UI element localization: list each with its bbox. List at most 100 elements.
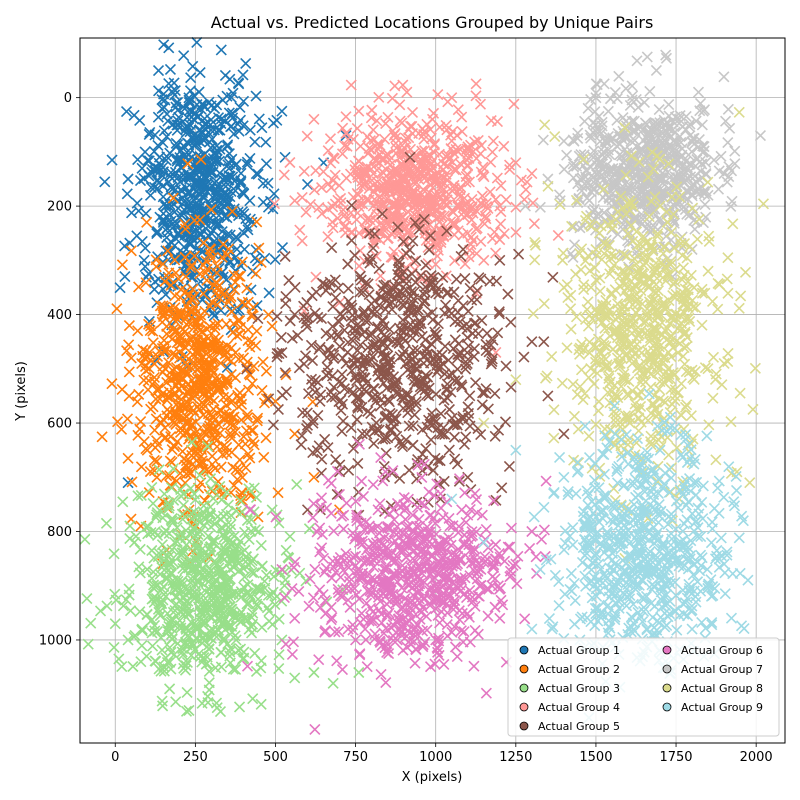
point-actual-group-1 xyxy=(237,69,249,81)
point-actual-group-2 xyxy=(121,345,133,357)
point-actual-group-3 xyxy=(280,544,292,556)
point-actual-group-1 xyxy=(224,170,236,182)
point-actual-group-2 xyxy=(211,267,223,279)
point-actual-group-1 xyxy=(183,195,195,207)
point-actual-group-1 xyxy=(269,253,281,265)
point-actual-group-4 xyxy=(440,270,452,282)
point-actual-group-3 xyxy=(192,533,204,545)
point-actual-group-4 xyxy=(378,167,390,179)
point-actual-group-1 xyxy=(235,167,247,179)
point-actual-group-1 xyxy=(198,135,210,147)
point-actual-group-3 xyxy=(218,531,231,543)
point-actual-group-3 xyxy=(214,705,227,718)
point-actual-group-3 xyxy=(234,495,247,507)
point-actual-group-3 xyxy=(124,605,137,617)
point-actual-group-2 xyxy=(132,325,144,337)
point-actual-group-3 xyxy=(108,641,120,654)
point-actual-group-3 xyxy=(180,636,192,648)
point-actual-group-2 xyxy=(152,382,164,394)
point-actual-group-2 xyxy=(200,359,212,371)
point-actual-group-1 xyxy=(197,212,209,224)
point-actual-group-3 xyxy=(160,590,172,602)
point-actual-group-1 xyxy=(262,177,274,189)
point-actual-group-2 xyxy=(246,378,258,390)
point-actual-group-3 xyxy=(197,512,210,524)
point-actual-group-1 xyxy=(180,123,192,135)
point-actual-group-1 xyxy=(215,44,227,56)
point-actual-group-1 xyxy=(213,217,225,229)
point-actual-group-4 xyxy=(268,198,281,210)
point-actual-group-4 xyxy=(351,122,363,134)
point-actual-group-2 xyxy=(169,325,181,338)
point-actual-group-3 xyxy=(249,647,261,659)
point-actual-group-2 xyxy=(256,384,268,396)
point-actual-group-3 xyxy=(228,545,240,557)
point-actual-group-2 xyxy=(201,464,213,476)
point-actual-group-3 xyxy=(109,618,121,630)
point-actual-group-1 xyxy=(263,287,275,299)
point-actual-group-4 xyxy=(316,182,328,194)
point-actual-group-1 xyxy=(241,220,253,232)
point-actual-group-4 xyxy=(460,176,472,188)
point-actual-group-3 xyxy=(167,516,179,528)
point-actual-group-2 xyxy=(196,341,208,353)
point-actual-group-2 xyxy=(206,296,218,308)
point-actual-group-2 xyxy=(149,424,161,436)
point-actual-group-2 xyxy=(159,275,171,287)
point-actual-group-4 xyxy=(488,226,501,238)
point-actual-group-2 xyxy=(179,223,192,235)
point-actual-group-3 xyxy=(100,517,113,529)
point-actual-group-3 xyxy=(175,622,187,634)
point-actual-group-1 xyxy=(210,156,222,168)
point-actual-group-4 xyxy=(478,171,490,183)
point-actual-group-3 xyxy=(220,519,232,531)
point-actual-group-2 xyxy=(236,494,248,506)
point-actual-group-1 xyxy=(122,477,134,489)
point-actual-group-1 xyxy=(212,112,225,124)
point-actual-group-4 xyxy=(298,165,310,177)
point-actual-group-2 xyxy=(223,296,235,308)
point-actual-group-3 xyxy=(215,522,227,534)
point-actual-group-2 xyxy=(185,305,197,317)
point-actual-group-2 xyxy=(116,259,128,271)
point-actual-group-3 xyxy=(237,653,249,665)
point-actual-group-3 xyxy=(221,486,233,498)
point-actual-group-2 xyxy=(191,425,203,438)
point-actual-group-2 xyxy=(123,319,135,332)
point-actual-group-3 xyxy=(198,651,210,664)
point-actual-group-2 xyxy=(148,454,160,466)
point-actual-group-2 xyxy=(251,415,263,427)
point-actual-group-2 xyxy=(257,356,269,368)
point-actual-group-2 xyxy=(179,251,191,263)
point-actual-group-2 xyxy=(241,361,253,373)
point-actual-group-3 xyxy=(161,571,173,583)
point-actual-group-1 xyxy=(139,146,151,158)
point-actual-group-4 xyxy=(316,208,328,220)
point-actual-group-2 xyxy=(242,324,254,336)
point-actual-group-2 xyxy=(206,252,218,264)
point-actual-group-1 xyxy=(106,154,118,166)
point-actual-group-2 xyxy=(186,418,198,430)
point-actual-group-1 xyxy=(152,111,164,123)
point-actual-group-3 xyxy=(79,533,91,545)
point-actual-group-3 xyxy=(222,573,234,585)
point-actual-group-2 xyxy=(167,192,179,204)
point-actual-group-1 xyxy=(161,151,173,163)
point-actual-group-3 xyxy=(224,538,236,550)
point-actual-group-1 xyxy=(224,229,236,241)
point-actual-group-3 xyxy=(132,490,144,502)
point-actual-group-3 xyxy=(256,621,268,633)
point-actual-group-3 xyxy=(116,661,128,673)
point-actual-group-2 xyxy=(147,325,159,337)
point-actual-group-1 xyxy=(162,226,174,238)
point-actual-group-3 xyxy=(128,536,141,548)
point-actual-group-2 xyxy=(262,309,275,321)
point-actual-group-2 xyxy=(245,424,258,437)
point-actual-group-3 xyxy=(146,593,158,605)
point-actual-group-3 xyxy=(212,566,224,579)
point-actual-group-2 xyxy=(217,391,230,403)
point-actual-group-1 xyxy=(211,189,223,201)
point-actual-group-2 xyxy=(242,335,254,347)
point-actual-group-1 xyxy=(260,158,272,170)
point-actual-group-2 xyxy=(236,256,248,268)
